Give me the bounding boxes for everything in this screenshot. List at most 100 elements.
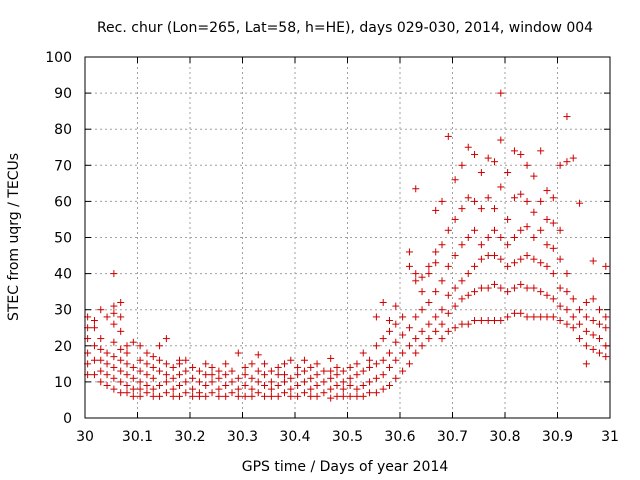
data-point xyxy=(530,234,538,241)
data-point xyxy=(189,374,197,382)
data-point xyxy=(359,382,367,390)
data-point xyxy=(602,342,610,350)
data-point xyxy=(90,342,98,350)
data-point xyxy=(438,197,446,205)
data-point xyxy=(248,360,256,368)
data-point xyxy=(222,371,230,379)
data-point xyxy=(143,371,151,379)
data-point xyxy=(386,327,393,335)
data-point xyxy=(110,374,118,382)
data-point xyxy=(582,360,590,368)
data-point xyxy=(248,392,256,400)
data-point xyxy=(189,363,197,371)
data-point xyxy=(471,197,479,205)
data-point xyxy=(274,382,282,390)
data-point xyxy=(379,371,387,379)
data-point xyxy=(372,313,380,321)
data-point xyxy=(432,206,440,214)
data-point xyxy=(117,345,125,353)
data-point xyxy=(602,353,610,361)
data-point xyxy=(569,295,577,303)
data-point xyxy=(222,360,230,368)
data-point xyxy=(602,324,610,332)
data-point xyxy=(117,389,125,397)
data-point xyxy=(182,389,190,397)
data-point xyxy=(195,367,203,375)
data-point xyxy=(471,262,479,270)
data-point xyxy=(136,385,144,393)
data-point xyxy=(392,356,400,364)
data-point xyxy=(274,363,282,371)
data-point xyxy=(117,327,125,335)
data-point xyxy=(477,255,485,263)
data-point xyxy=(537,288,545,296)
data-point xyxy=(294,382,302,390)
data-point xyxy=(549,244,557,252)
data-point xyxy=(110,270,118,278)
data-point xyxy=(543,215,551,223)
data-point xyxy=(556,302,564,310)
data-point xyxy=(438,320,446,328)
data-point xyxy=(477,317,485,325)
data-point xyxy=(156,367,164,375)
data-point xyxy=(530,284,538,292)
data-point xyxy=(405,360,413,368)
data-point xyxy=(438,335,446,343)
data-point xyxy=(386,349,393,357)
data-point xyxy=(274,392,282,400)
data-point xyxy=(510,147,518,155)
data-point xyxy=(215,367,223,375)
data-point xyxy=(537,147,545,155)
data-point xyxy=(366,389,374,397)
data-point xyxy=(208,371,216,379)
data-point xyxy=(189,385,197,393)
data-point xyxy=(491,205,498,213)
data-point xyxy=(510,259,518,267)
data-point xyxy=(477,284,485,292)
data-point xyxy=(504,262,512,270)
data-point xyxy=(517,190,525,198)
data-point xyxy=(333,363,341,371)
x-tick-label: 30.4 xyxy=(279,429,310,445)
data-point xyxy=(549,270,557,278)
data-point xyxy=(444,327,452,335)
data-point xyxy=(176,371,183,379)
data-point xyxy=(143,360,151,368)
data-point xyxy=(320,389,328,397)
data-point xyxy=(471,288,479,296)
data-point xyxy=(497,183,505,191)
data-point xyxy=(582,342,590,350)
data-point xyxy=(464,291,472,299)
data-point xyxy=(517,280,525,288)
data-point xyxy=(372,374,380,382)
data-point xyxy=(504,313,512,321)
data-point xyxy=(136,378,144,386)
data-point xyxy=(90,317,98,325)
data-point xyxy=(333,371,341,379)
data-point xyxy=(379,356,387,364)
data-point xyxy=(392,320,400,328)
data-point xyxy=(405,248,413,256)
data-point xyxy=(451,215,459,223)
data-point xyxy=(353,360,361,368)
data-point xyxy=(307,385,315,393)
data-point xyxy=(484,317,492,325)
data-point xyxy=(556,284,564,292)
data-point xyxy=(162,371,170,379)
data-point xyxy=(484,194,492,202)
data-point xyxy=(523,284,531,292)
data-point xyxy=(517,309,525,317)
data-point xyxy=(162,335,170,343)
data-point xyxy=(484,154,492,162)
data-point xyxy=(386,317,393,325)
data-point xyxy=(117,367,125,375)
data-point xyxy=(444,291,452,299)
data-point xyxy=(510,234,518,241)
data-point xyxy=(418,327,426,335)
data-point xyxy=(110,363,118,371)
data-point xyxy=(491,280,498,288)
data-point xyxy=(392,338,400,346)
data-point xyxy=(596,306,603,314)
data-point xyxy=(267,392,275,400)
data-point xyxy=(149,392,157,400)
